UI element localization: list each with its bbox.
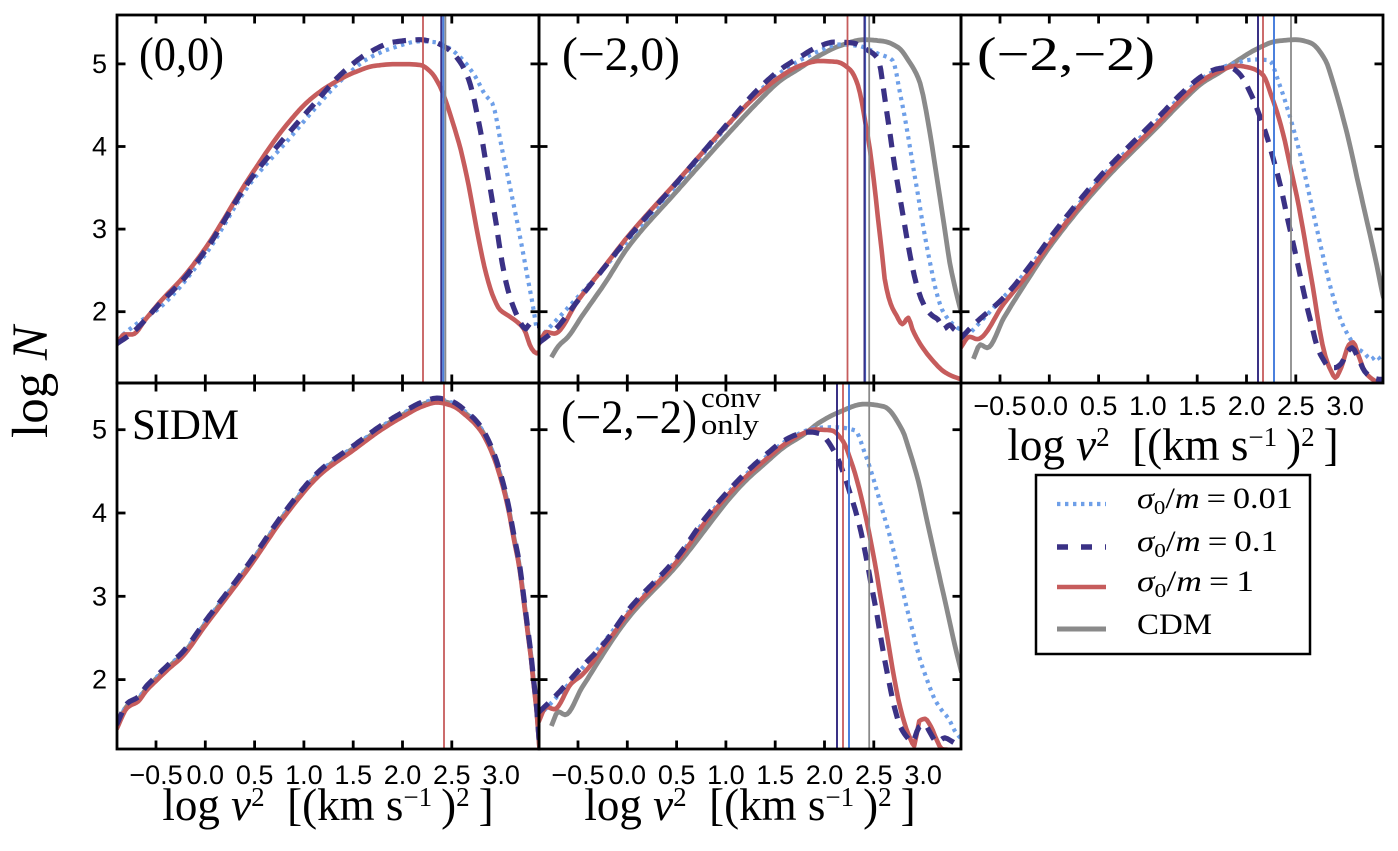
svg-text:3.0: 3.0: [904, 760, 942, 790]
svg-text:3: 3: [92, 581, 107, 611]
svg-text:2.5: 2.5: [855, 760, 893, 790]
svg-text:1.5: 1.5: [756, 760, 794, 790]
svg-text:1.0: 1.0: [707, 760, 745, 790]
svg-text:2.0: 2.0: [1228, 391, 1266, 421]
svg-text:1.0: 1.0: [1129, 391, 1167, 421]
svg-text:0.0: 0.0: [187, 760, 225, 790]
svg-text:2: 2: [92, 665, 107, 695]
svg-text:1.0: 1.0: [285, 760, 323, 790]
svg-text:log v2 [(km s−1 )2 ]: log v2 [(km s−1 )2 ]: [1007, 420, 1338, 470]
svg-text:log v2 [(km s−1 )2 ]: log v2 [(km s−1 )2 ]: [584, 780, 915, 830]
svg-text:2: 2: [92, 297, 107, 327]
svg-text:1.5: 1.5: [1178, 391, 1216, 421]
svg-text:3.0: 3.0: [1326, 391, 1364, 421]
svg-text:(0,0): (0,0): [139, 28, 224, 81]
svg-text:4: 4: [92, 498, 107, 528]
svg-text:(−2,−2): (−2,−2): [561, 391, 697, 444]
svg-text:log N: log N: [3, 323, 59, 438]
svg-text:log v2 [(km s−1 )2 ]: log v2 [(km s−1 )2 ]: [162, 780, 493, 830]
svg-text:4: 4: [92, 132, 107, 162]
svg-text:3: 3: [92, 214, 107, 244]
svg-text:−0.5: −0.5: [129, 760, 182, 790]
svg-text:SIDM: SIDM: [132, 402, 239, 449]
svg-text:1.5: 1.5: [334, 760, 372, 790]
svg-text:5: 5: [92, 415, 107, 445]
svg-text:3.0: 3.0: [482, 760, 520, 790]
svg-text:−0.5: −0.5: [973, 391, 1026, 421]
svg-text:σ0/m = 0.01: σ 0/m = 0.01: [1137, 482, 1293, 519]
svg-text:2.0: 2.0: [806, 760, 844, 790]
svg-text:(−2,−2): (−2,−2): [977, 28, 1155, 81]
svg-text:2.0: 2.0: [384, 760, 422, 790]
svg-text:σ0/m = 0.1: σ 0/m = 0.1: [1137, 525, 1278, 562]
svg-text:−0.5: −0.5: [551, 760, 604, 790]
svg-text:only: only: [701, 410, 759, 441]
svg-text:2.5: 2.5: [1277, 391, 1315, 421]
svg-text:5: 5: [92, 49, 107, 79]
svg-text:0.5: 0.5: [236, 760, 274, 790]
svg-text:0.0: 0.0: [609, 760, 647, 790]
svg-text:conv: conv: [701, 383, 761, 414]
svg-text:σ0/m = 1: σ 0/m = 1: [1137, 565, 1254, 602]
svg-text:0.0: 0.0: [1031, 391, 1069, 421]
svg-text:0.5: 0.5: [658, 760, 696, 790]
svg-text:2.5: 2.5: [433, 760, 471, 790]
svg-text:CDM: CDM: [1137, 608, 1212, 641]
svg-text:0.5: 0.5: [1080, 391, 1118, 421]
svg-text:(−2,0): (−2,0): [562, 28, 680, 81]
